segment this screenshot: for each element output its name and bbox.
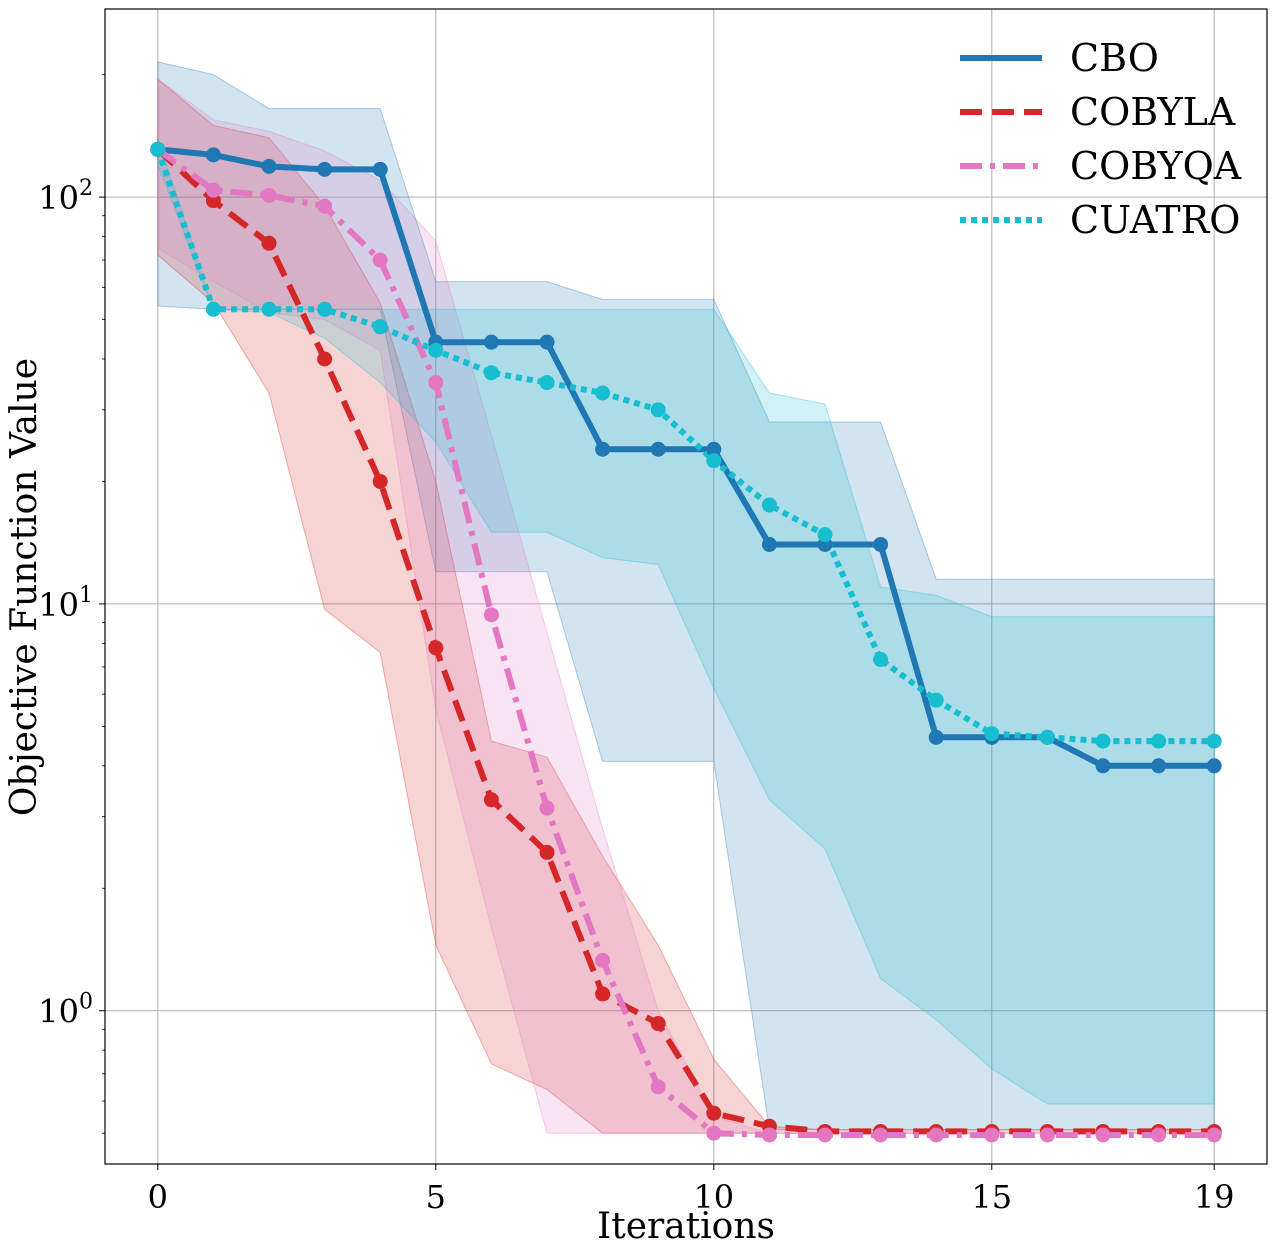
point-cobyqa: [873, 1127, 889, 1143]
point-cobyla: [539, 844, 555, 860]
point-cobyla: [483, 792, 499, 808]
point-cobyqa: [984, 1127, 1000, 1143]
point-cbo: [1095, 758, 1111, 774]
point-cobyla: [205, 193, 221, 209]
point-cuatro: [595, 385, 611, 401]
point-cobyqa: [372, 252, 388, 268]
plot-background: [105, 9, 1267, 1164]
point-cobyqa: [1095, 1127, 1111, 1143]
point-cobyqa: [595, 952, 611, 968]
x-tick-label: 10: [693, 1178, 734, 1216]
point-cobyqa: [706, 1125, 722, 1141]
point-cuatro: [317, 301, 333, 317]
point-cobyla: [706, 1105, 722, 1121]
point-cbo: [205, 147, 221, 163]
point-cobyqa: [317, 198, 333, 214]
point-cobyqa: [1206, 1127, 1222, 1143]
y-tick-label: 100: [38, 990, 93, 1031]
point-cbo: [372, 161, 388, 177]
point-cuatro: [205, 301, 221, 317]
point-cobyqa: [539, 800, 555, 816]
point-cbo: [928, 729, 944, 745]
point-cbo: [1151, 758, 1167, 774]
x-tick-label: 15: [971, 1178, 1012, 1216]
point-cuatro: [706, 453, 722, 469]
grid: [105, 9, 1267, 1164]
point-cbo: [595, 441, 611, 457]
point-cobyla: [650, 1016, 666, 1032]
point-cobyqa: [428, 375, 444, 391]
legend-label-cuatro: CUATRO: [1070, 198, 1240, 242]
x-axis-ticks: 0 5 10 15 19: [148, 1164, 1235, 1216]
point-cuatro: [261, 301, 277, 317]
point-cuatro: [928, 692, 944, 708]
point-cobyqa: [817, 1127, 833, 1143]
point-cuatro: [761, 497, 777, 513]
point-cuatro: [1095, 733, 1111, 749]
point-cuatro: [428, 342, 444, 358]
y-axis-label: Objective Function Value: [4, 358, 45, 816]
point-cobyqa: [761, 1127, 777, 1143]
y-tick-label: 101: [38, 583, 93, 624]
line-cuatro: [154, 148, 1215, 745]
y-axis-ticks: 100 101 102: [38, 74, 105, 1134]
point-cbo: [873, 536, 889, 552]
point-cobyqa: [483, 607, 499, 623]
point-cuatro: [539, 375, 555, 391]
point-cuatro: [817, 527, 833, 543]
point-cobyla: [261, 235, 277, 251]
point-cbo: [539, 334, 555, 350]
point-cobyqa: [1151, 1127, 1167, 1143]
point-cobyqa: [205, 182, 221, 198]
y-tick-label: 102: [38, 176, 93, 217]
legend: CBO COBYLA COBYQA CUATRO: [960, 36, 1242, 242]
line-cobyla: [155, 147, 1215, 1135]
point-cbo: [650, 441, 666, 457]
x-axis-label: Iterations: [597, 1206, 775, 1247]
point-cobyla: [428, 640, 444, 656]
point-cobyla: [372, 473, 388, 489]
point-cuatro: [1151, 733, 1167, 749]
point-cobyqa: [1039, 1127, 1055, 1143]
x-tick-label: 19: [1194, 1178, 1235, 1216]
point-cobyqa: [650, 1079, 666, 1095]
series-lines: [154, 146, 1215, 1138]
legend-label-cobyla: COBYLA: [1070, 90, 1236, 134]
point-cuatro: [1039, 729, 1055, 745]
point-cuatro: [873, 652, 889, 668]
point-cuatro: [650, 402, 666, 418]
point-cobyqa: [261, 187, 277, 203]
point-cbo: [317, 161, 333, 177]
band-cuatro: [157, 137, 1215, 1105]
point-cuatro: [984, 726, 1000, 742]
point-cbo: [483, 334, 499, 350]
point-cbo: [1206, 758, 1222, 774]
point-cbo: [761, 536, 777, 552]
series-markers: [150, 141, 1222, 1143]
legend-label-cobyqa: COBYQA: [1070, 144, 1242, 188]
x-tick-label: 0: [148, 1178, 168, 1216]
point-cuatro: [1206, 733, 1222, 749]
line-cobyqa: [156, 146, 1215, 1138]
point-cobyqa: [928, 1127, 944, 1143]
point-cuatro: [372, 319, 388, 335]
legend-label-cbo: CBO: [1070, 36, 1159, 80]
point-cuatro: [483, 365, 499, 381]
point-cuatro: [150, 141, 166, 157]
point-cobyla: [317, 351, 333, 367]
point-cbo: [706, 441, 722, 457]
point-cbo: [261, 158, 277, 174]
plot-frame: [104, 8, 1268, 1165]
point-cobyla: [595, 986, 611, 1002]
x-tick-label: 5: [426, 1178, 446, 1216]
